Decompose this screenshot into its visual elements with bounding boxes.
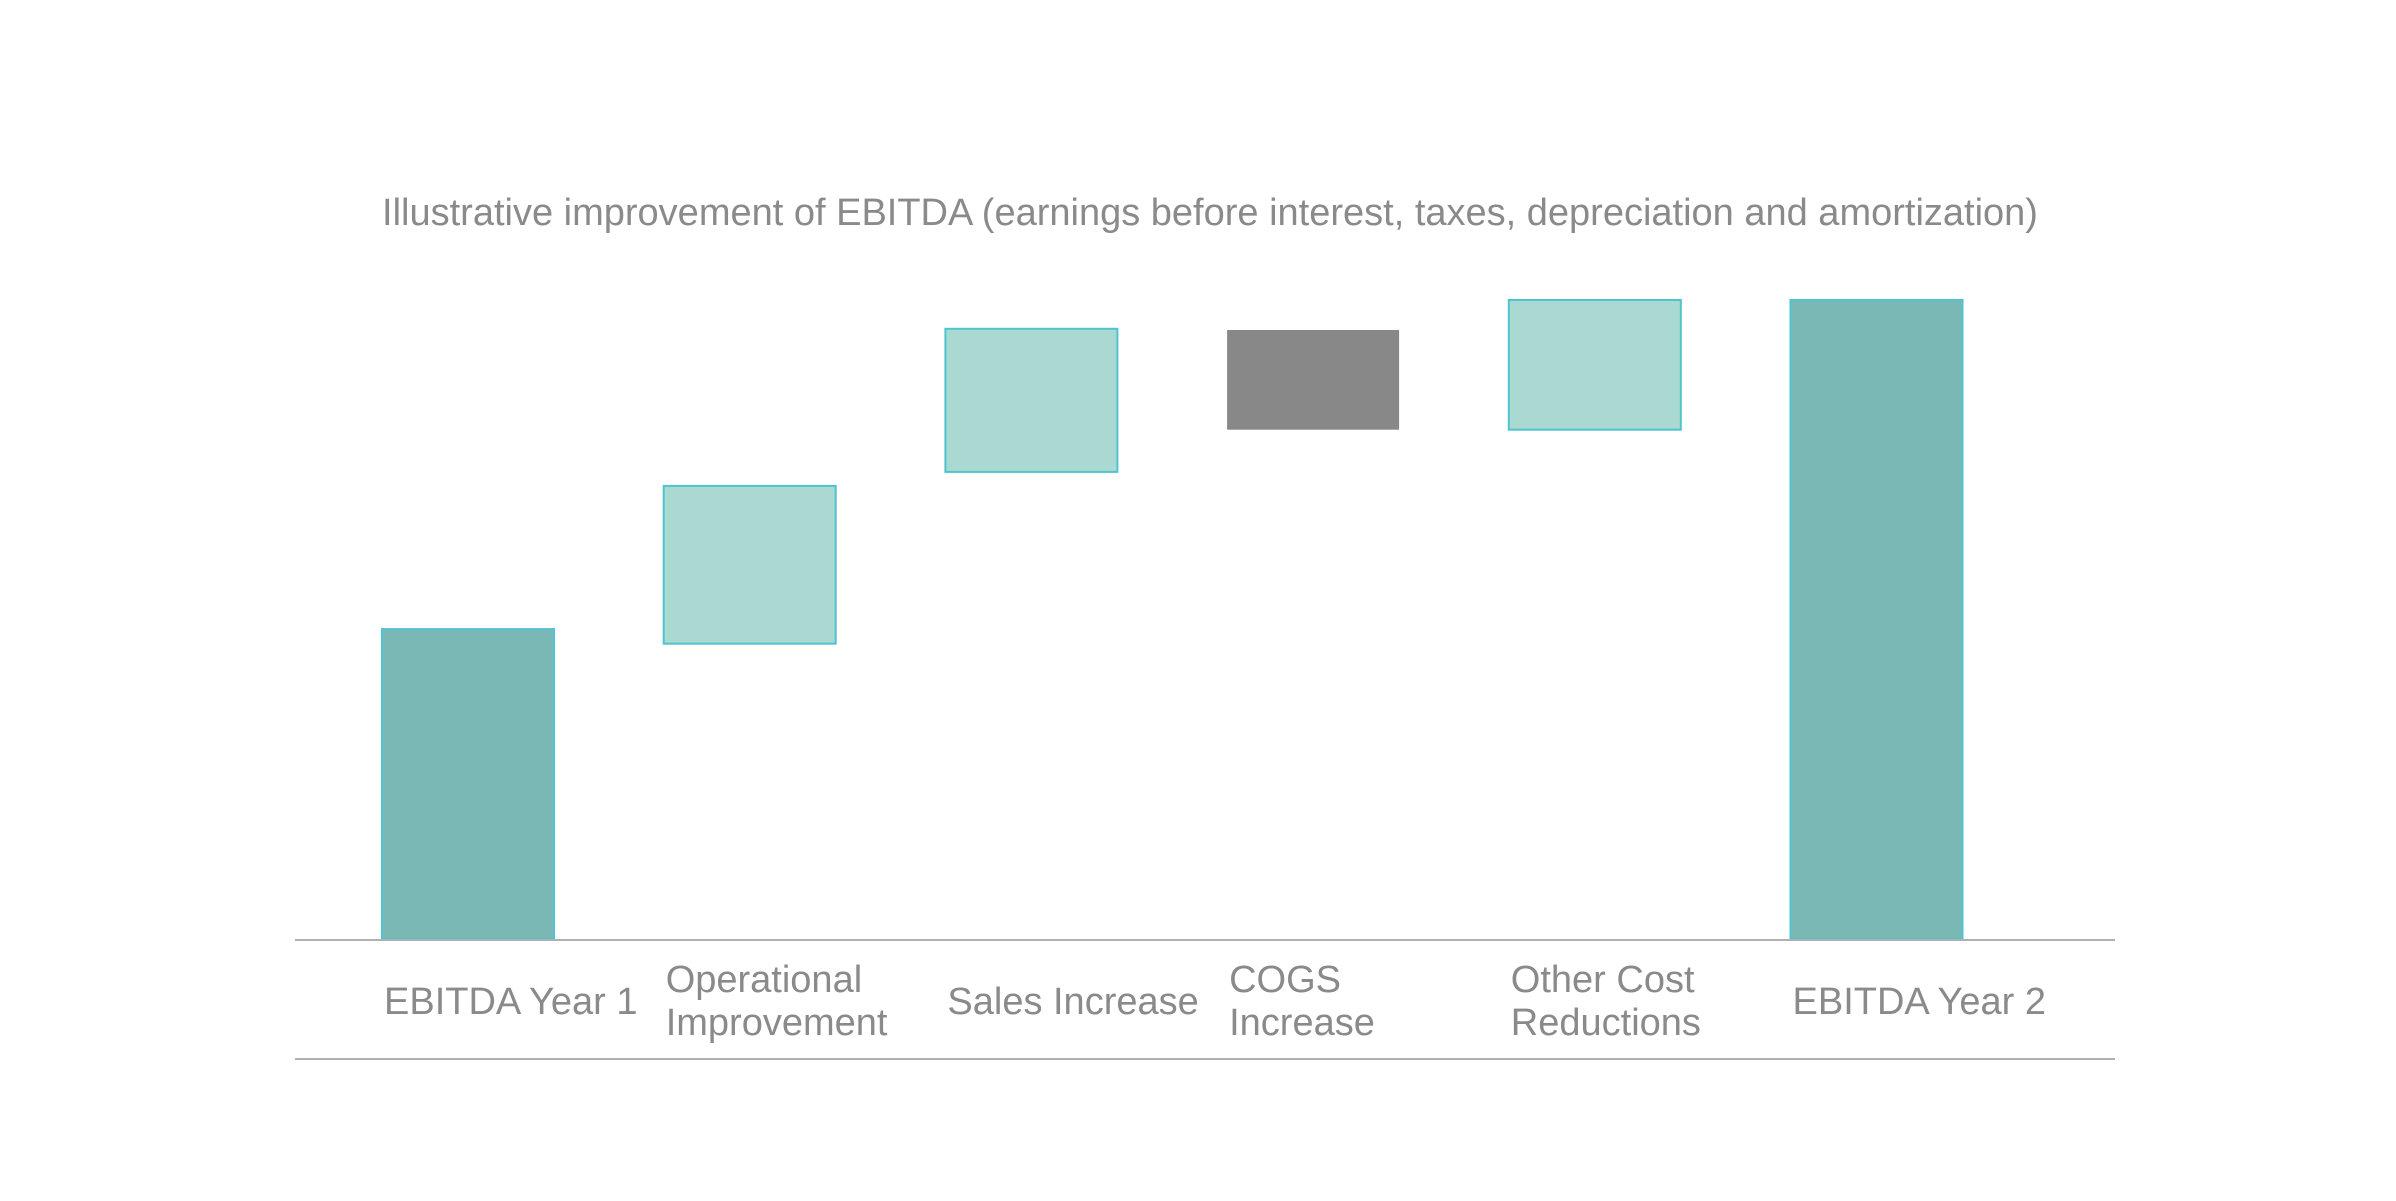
category-label-line: Improvement bbox=[666, 1002, 888, 1044]
category-labels: EBITDA Year 1 Operational Improvement Sales… bbox=[384, 959, 2046, 1044]
category-label-line: Operational bbox=[666, 959, 862, 1001]
bar-increase-2 bbox=[944, 327, 1119, 473]
bars-layer bbox=[381, 299, 1964, 940]
bar-increase-1 bbox=[662, 484, 837, 645]
category-label-1: Operational Improvement bbox=[666, 959, 888, 1044]
bar-decrease-3 bbox=[1227, 330, 1400, 430]
category-label-4: Other Cost Reductions bbox=[1511, 959, 1701, 1044]
category-label-0: EBITDA Year 1 bbox=[384, 981, 638, 1023]
bar-total-0 bbox=[381, 628, 555, 940]
category-label-2: Sales Increase bbox=[947, 981, 1198, 1023]
chart-title: Illustrative improvement of EBITDA (earn… bbox=[382, 192, 2038, 234]
bar-total-5 bbox=[1789, 299, 1964, 940]
category-label-line: Reductions bbox=[1511, 1002, 1701, 1044]
bar-increase-4 bbox=[1507, 299, 1682, 431]
category-label-line: Other Cost bbox=[1511, 959, 1695, 1001]
category-label-3: COGS Increase bbox=[1229, 959, 1375, 1044]
category-label-5: EBITDA Year 2 bbox=[1793, 981, 2047, 1023]
category-label-line: COGS bbox=[1229, 959, 1341, 1001]
category-label-line: Increase bbox=[1229, 1002, 1375, 1044]
